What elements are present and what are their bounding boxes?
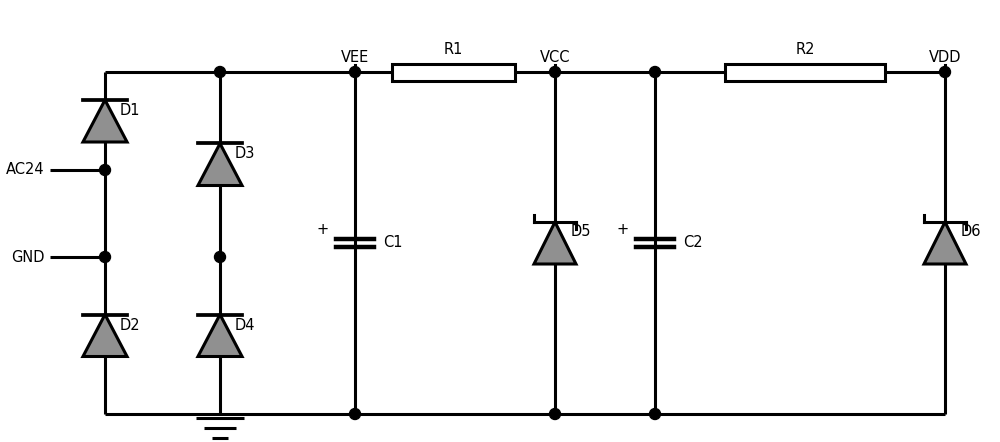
- Circle shape: [650, 66, 660, 77]
- Circle shape: [100, 251, 110, 263]
- Text: AC24: AC24: [6, 163, 45, 178]
- Polygon shape: [924, 222, 966, 264]
- Text: D5: D5: [571, 224, 592, 239]
- Circle shape: [939, 66, 950, 77]
- Circle shape: [550, 408, 560, 419]
- Circle shape: [214, 251, 226, 263]
- Text: +: +: [617, 222, 629, 237]
- Text: C2: C2: [683, 236, 703, 251]
- Circle shape: [214, 66, 226, 77]
- Polygon shape: [198, 315, 242, 357]
- Text: D4: D4: [235, 317, 256, 332]
- Bar: [392, 64, 515, 80]
- Text: VDD: VDD: [929, 50, 961, 65]
- Text: VEE: VEE: [341, 50, 369, 65]
- Text: R1: R1: [444, 42, 463, 57]
- Text: +: +: [317, 222, 329, 237]
- Text: D3: D3: [235, 146, 255, 161]
- Circle shape: [350, 408, 360, 419]
- Polygon shape: [83, 315, 127, 357]
- Text: D6: D6: [961, 224, 982, 239]
- Text: VCC: VCC: [540, 50, 570, 65]
- Text: D1: D1: [120, 103, 140, 118]
- Text: GND: GND: [12, 249, 45, 264]
- Polygon shape: [83, 100, 127, 142]
- Text: C1: C1: [383, 236, 402, 251]
- Polygon shape: [534, 222, 576, 264]
- Circle shape: [650, 408, 660, 419]
- Polygon shape: [198, 144, 242, 186]
- Text: R2: R2: [795, 42, 815, 57]
- Text: D2: D2: [120, 317, 141, 332]
- Circle shape: [350, 66, 360, 77]
- Bar: [725, 64, 885, 80]
- Circle shape: [550, 66, 560, 77]
- Circle shape: [100, 164, 110, 175]
